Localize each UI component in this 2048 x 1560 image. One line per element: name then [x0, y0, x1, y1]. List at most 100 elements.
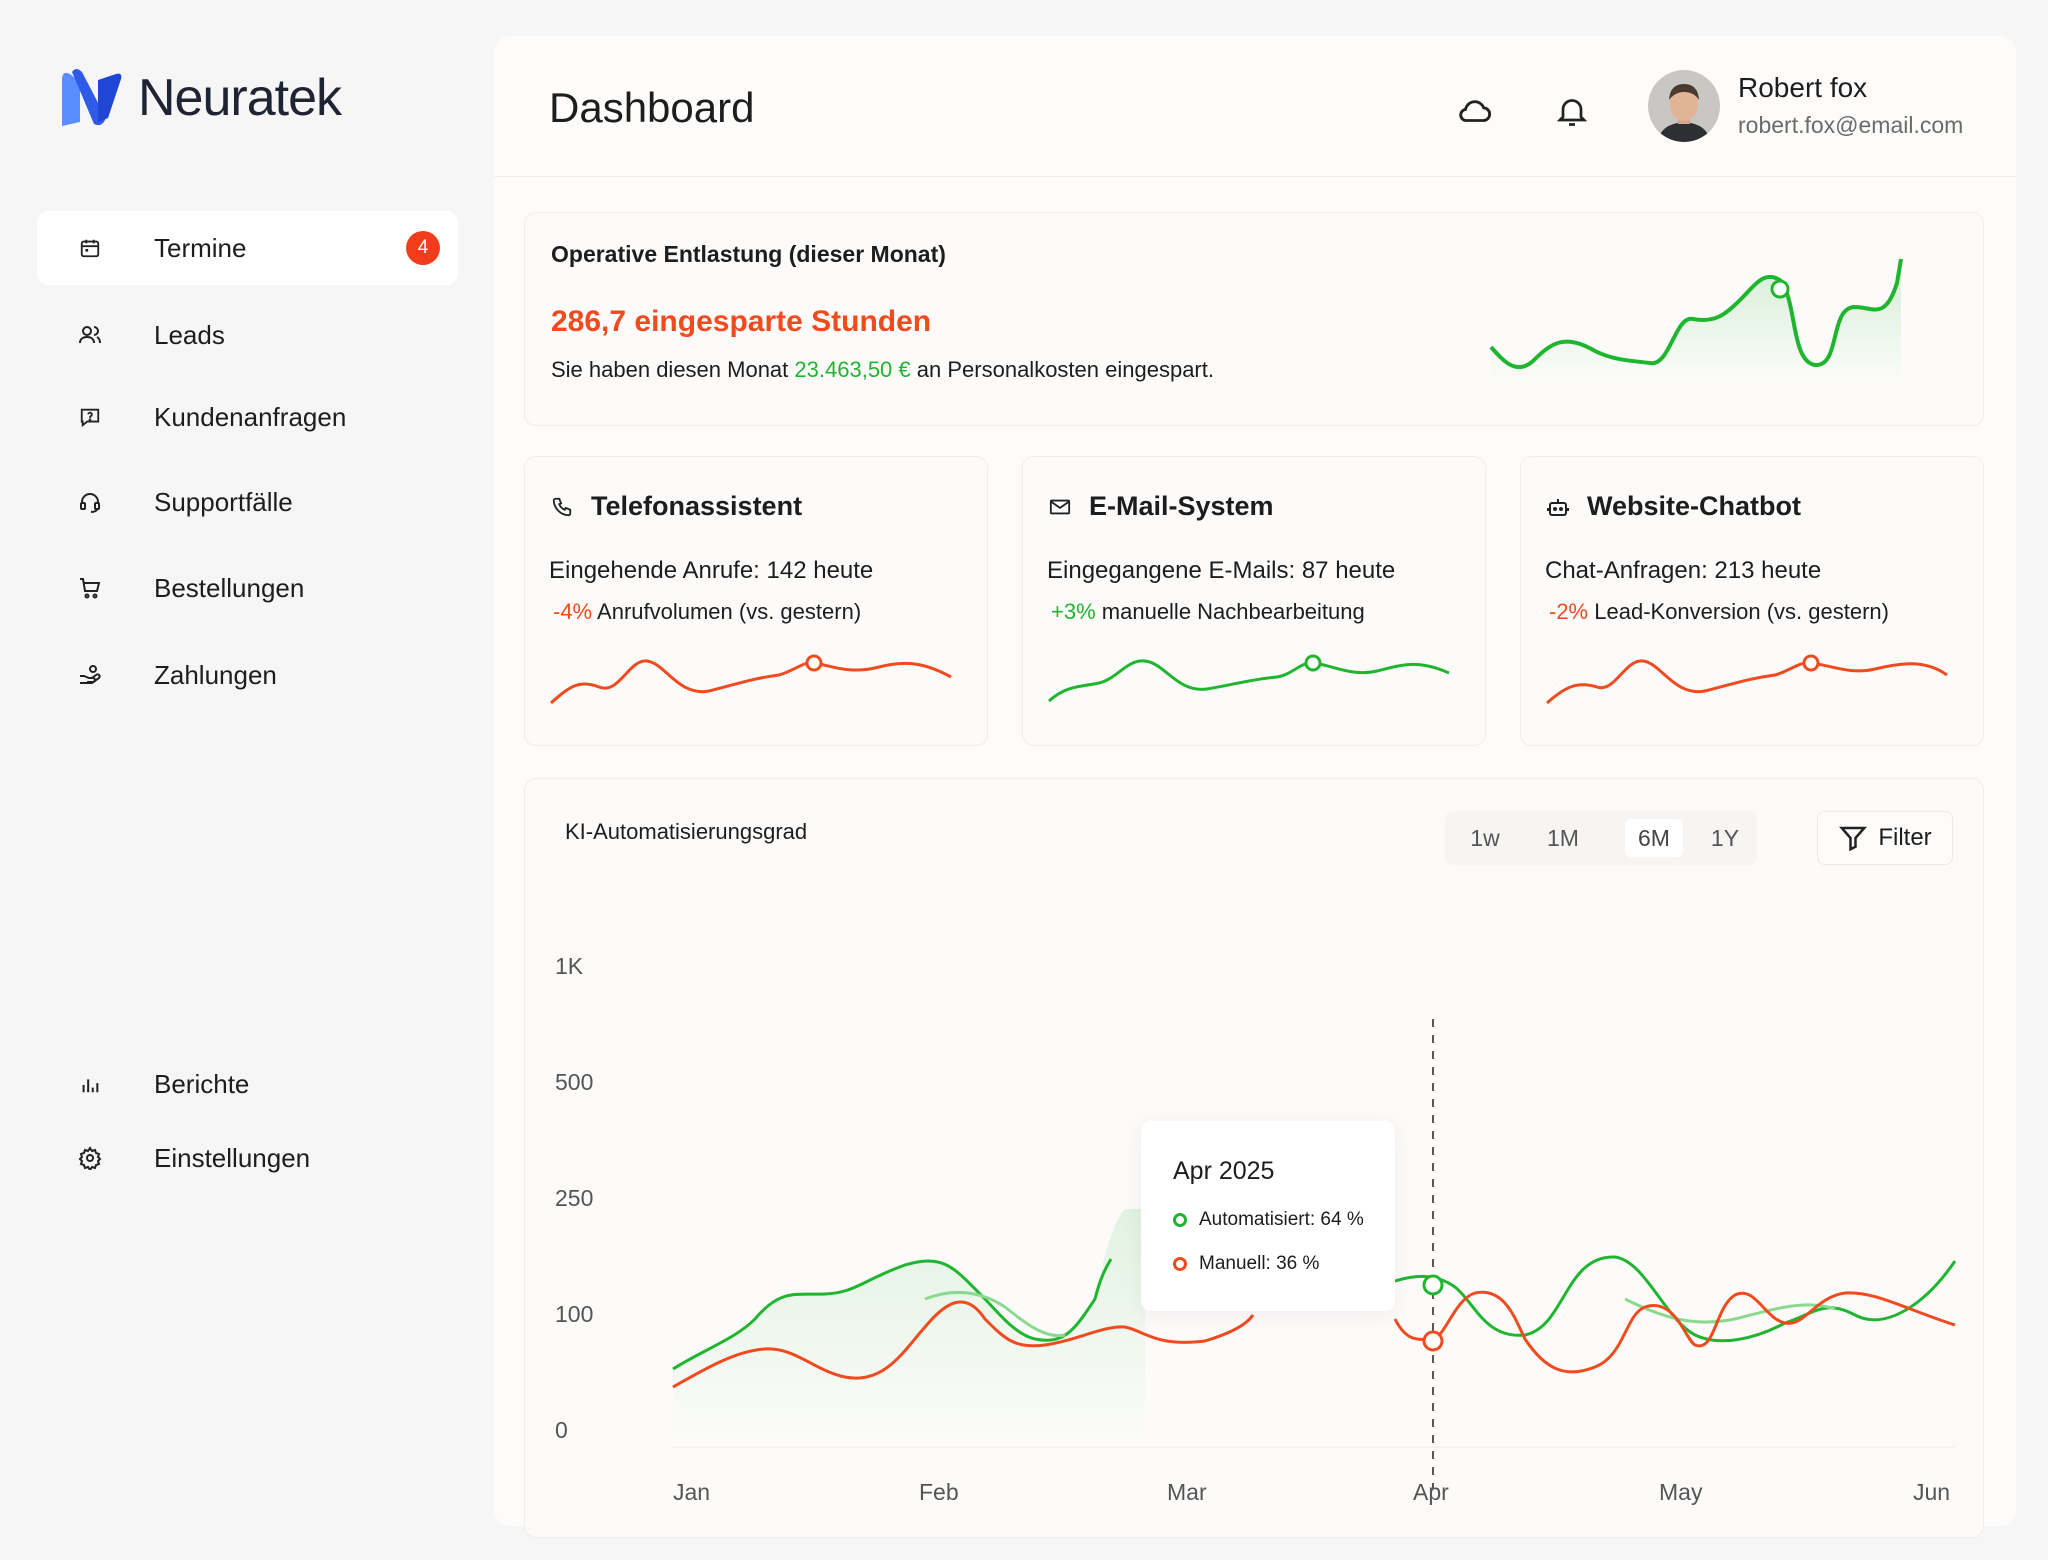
bell-icon[interactable] — [1549, 88, 1595, 134]
sparkline-line — [1048, 659, 1450, 703]
card-telefonassistent[interactable]: Telefonassistent Eingehende Anrufe: 142 … — [524, 456, 988, 746]
sparkline-marker — [1304, 654, 1322, 672]
x-tick-label: Feb — [919, 1479, 959, 1505]
y-tick-label: 250 — [555, 1185, 594, 1211]
range-1y-button[interactable]: 1Y — [1710, 824, 1740, 851]
x-tick-label: May — [1659, 1479, 1703, 1505]
sidebar-item-bestellungen[interactable]: Bestellungen — [37, 551, 458, 625]
savings-title: Operative Entlastung (dieser Monat) — [551, 241, 946, 267]
range-selector: 1w 1M 6M 1Y — [1445, 811, 1757, 865]
savings-amount: 23.463,50 € — [794, 357, 911, 382]
x-tick-label: Jun — [1913, 1479, 1951, 1505]
header-divider — [494, 176, 2016, 177]
page-title: Dashboard — [549, 84, 755, 131]
manual-point[interactable] — [1422, 1330, 1444, 1352]
sparkline-line — [1546, 659, 1948, 705]
tooltip-row-automated: Automatisiert: 64 % — [1173, 1209, 1364, 1231]
notification-badge: 4 — [406, 231, 440, 265]
avatar[interactable] — [1648, 70, 1720, 142]
hand-coins-icon — [77, 662, 103, 688]
card-delta-text: Anrufvolumen (vs. gestern) — [597, 599, 862, 624]
sparkline-line — [550, 659, 952, 705]
automated-line — [1394, 1255, 1957, 1343]
sidebar-item-label: Kundenanfragen — [154, 401, 347, 432]
filter-button[interactable]: Filter — [1817, 811, 1953, 865]
sidebar-item-label: Leads — [154, 319, 225, 350]
mail-icon — [1047, 494, 1073, 520]
sidebar-item-kundenanfragen[interactable]: Kundenanfragen — [37, 380, 458, 454]
brand-name: Neuratek — [138, 69, 342, 127]
sidebar-item-label: Bestellungen — [154, 572, 305, 603]
y-tick-label: 100 — [555, 1301, 594, 1327]
sidebar-item-label: Supportfälle — [154, 486, 293, 517]
card-delta-text: manuelle Nachbearbeitung — [1101, 599, 1365, 624]
sparkline-marker — [1770, 279, 1790, 299]
card-delta: -4% — [553, 599, 593, 624]
y-tick-label: 500 — [555, 1069, 594, 1095]
automated-area — [673, 1209, 1145, 1447]
range-1w-button[interactable]: 1w — [1470, 824, 1500, 851]
sidebar-item-einstellungen[interactable]: Einstellungen — [37, 1121, 458, 1195]
sidebar-item-leads[interactable]: Leads — [37, 298, 458, 372]
phone-icon — [549, 494, 575, 520]
user-name: Robert fox — [1738, 72, 1868, 103]
card-metric: Eingehende Anrufe: 142 heute — [549, 557, 874, 584]
card-metric: Chat-Anfragen: 213 heute — [1545, 557, 1822, 584]
savings-sparkline — [1489, 258, 1903, 383]
sidebar-item-label: Termine — [154, 232, 247, 263]
tooltip-row-label: Automatisiert: 64 % — [1199, 1209, 1364, 1230]
manual-line — [1393, 1290, 1956, 1374]
card-email-system[interactable]: E-Mail-System Eingegangene E-Mails: 87 h… — [1022, 456, 1486, 746]
card-title: Telefonassistent — [549, 491, 802, 522]
sidebar-item-label: Berichte — [154, 1068, 250, 1099]
card-delta: +3% — [1051, 599, 1096, 624]
savings-suffix: an Personalkosten eingespart. — [916, 357, 1214, 382]
x-tick-label: Apr — [1413, 1479, 1449, 1505]
neuratek-logo-icon — [62, 69, 122, 126]
legend-dot — [1173, 1213, 1187, 1227]
tooltip-row-manual: Manuell: 36 % — [1173, 1253, 1319, 1275]
savings-description: Sie haben diesen Monat 23.463,50 € an Pe… — [551, 357, 1214, 383]
sidebar-item-berichte[interactable]: Berichte — [37, 1047, 458, 1121]
card-website-chatbot[interactable]: Website-Chatbot Chat-Anfragen: 213 heute… — [1520, 456, 1984, 746]
automation-line-chart — [672, 1019, 1957, 1489]
card-delta-row: -4% Anrufvolumen (vs. gestern) — [553, 599, 861, 625]
chart-tooltip: Apr 2025 Automatisiert: 64 % Manuell: 36… — [1141, 1121, 1395, 1311]
automated-line — [672, 1258, 1113, 1371]
calendar-icon — [77, 235, 103, 261]
sidebar-item-zahlungen[interactable]: Zahlungen — [37, 638, 458, 712]
user-email: robert.fox@email.com — [1738, 112, 1964, 138]
card-sparkline — [1048, 654, 1450, 703]
card-sparkline — [550, 654, 952, 705]
card-sparkline — [1546, 654, 1948, 705]
card-metric: Eingegangene E-Mails: 87 heute — [1047, 557, 1396, 584]
automated-line-faded — [1624, 1297, 1836, 1324]
sidebar-item-supportfaelle[interactable]: Supportfälle — [37, 465, 458, 539]
brand-logo[interactable]: Neuratek — [58, 62, 342, 134]
card-delta-row: +3% manuelle Nachbearbeitung — [1051, 599, 1365, 625]
saved-hours: 286,7 eingesparte Stunden — [551, 305, 932, 338]
x-tick-label: Jan — [673, 1479, 711, 1505]
chart-title: KI-Automatisierungsgrad — [565, 819, 808, 844]
automated-point[interactable] — [1422, 1274, 1444, 1296]
y-tick-label: 0 — [555, 1417, 568, 1443]
card-title-text: Website-Chatbot — [1587, 491, 1801, 521]
savings-card: Operative Entlastung (dieser Monat) 286,… — [524, 212, 1984, 426]
sidebar-item-termine[interactable]: Termine 4 — [37, 211, 458, 285]
filter-label: Filter — [1878, 824, 1932, 851]
sparkline-marker — [1802, 654, 1820, 672]
filter-icon — [1839, 826, 1868, 852]
card-title-text: Telefonassistent — [591, 491, 803, 521]
legend-dot — [1173, 1257, 1187, 1271]
card-delta-text: Lead-Konversion (vs. gestern) — [1594, 599, 1889, 624]
sidebar-item-label: Zahlungen — [154, 659, 277, 690]
bar-chart-icon — [77, 1071, 103, 1097]
range-1m-button[interactable]: 1M — [1547, 824, 1579, 851]
users-icon — [77, 322, 103, 348]
cart-icon — [77, 575, 103, 601]
range-6m-button[interactable]: 6M — [1625, 819, 1683, 857]
cloud-icon[interactable] — [1452, 88, 1498, 134]
message-question-icon — [77, 404, 103, 430]
tooltip-title: Apr 2025 — [1173, 1157, 1275, 1185]
card-title-text: E-Mail-System — [1089, 491, 1274, 521]
